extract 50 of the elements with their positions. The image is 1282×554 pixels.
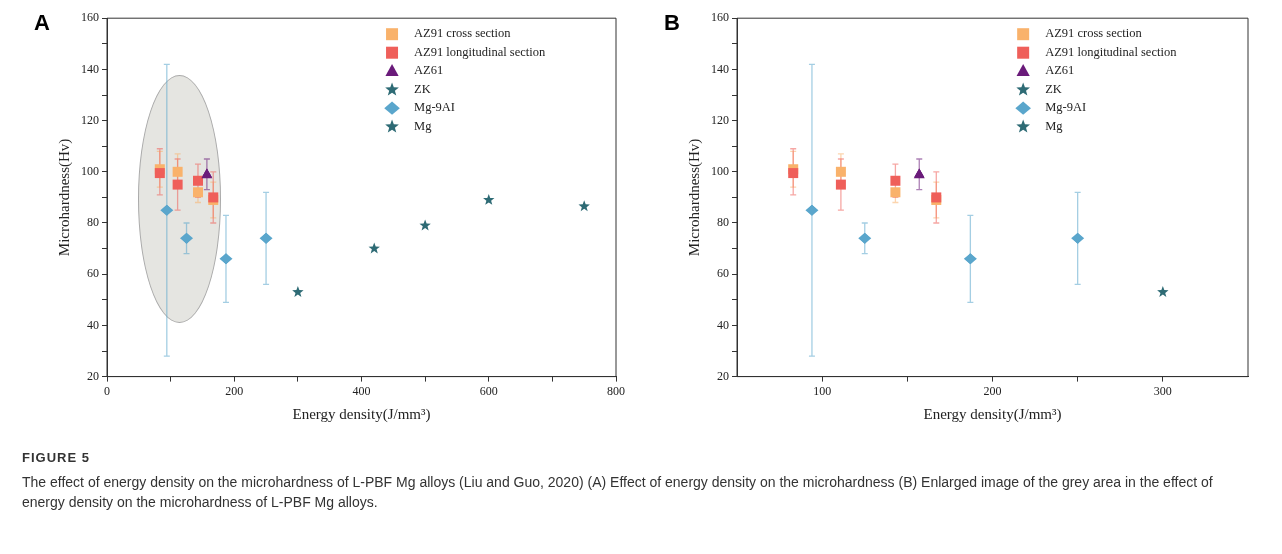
point [483,193,495,205]
chart-title: A [34,10,50,36]
y-axis-title: Microhardness(Hv) [55,138,73,257]
y-tick-label: 120 [81,112,99,127]
y-tick-label: 40 [87,317,99,332]
y-tick-label: 80 [87,215,99,230]
point [578,200,590,212]
x-tick-label: 800 [607,383,625,398]
point [368,242,380,254]
legend-label: AZ61 [414,63,444,78]
y-tick-label: 100 [81,163,99,178]
y-tick-label: 140 [81,61,99,76]
y-tick-label: 160 [711,10,729,25]
y-tick-label: 120 [711,112,729,127]
y-axis-title: Microhardness(Hv) [685,138,703,257]
point [419,219,431,231]
x-tick-label: 200 [983,383,1002,398]
y-tick-label: 60 [717,266,729,281]
y-tick-label: 140 [711,61,729,76]
legend-label: ZK [414,81,431,96]
y-tick-label: 60 [87,266,99,281]
legend-label: AZ91 longitudinal section [414,44,547,59]
x-axis-title: Energy density(J/mm³) [292,405,431,423]
point [1157,286,1169,297]
chart-title: B [664,10,680,36]
text: The effect of energy density on the microhardness of L-PBF Mg alloys (Liu and Guo, 2020) (A) Effect of energy density on the microhardness (B) Enlarged image of the grey area in the effect of energy density on the microhardness of L-PBF Mg alloys. [22,473,1214,512]
legend-label: Mg [1045,118,1064,133]
x-tick-label: 300 [1153,383,1172,398]
caption: FIGURE 5 [22,449,91,467]
legend-label: AZ91 cross section [414,26,512,41]
legend-label: ZK [1045,81,1062,96]
y-tick-label: 40 [717,317,729,332]
x-tick-label: 600 [479,383,498,398]
legend-label: Mg-9AI [1045,100,1087,115]
x-tick-label: 200 [225,383,244,398]
legend-label: AZ61 [1045,63,1075,78]
x-tick-label: 100 [813,383,832,398]
x-tick-label: 400 [352,383,371,398]
y-tick-label: 20 [717,368,729,383]
y-tick-label: 100 [711,163,729,178]
legend-label: Mg-9AI [414,100,456,115]
y-tick-label: 160 [81,10,99,25]
x-tick-label: 0 [104,383,110,398]
point [292,286,304,297]
y-tick-label: 80 [717,215,729,230]
y-tick-label: 20 [87,368,99,383]
legend-label: AZ91 cross section [1045,26,1143,41]
legend-label: AZ91 longitudinal section [1045,44,1178,59]
x-axis-title: Energy density(J/mm³) [923,405,1062,423]
legend-label: Mg [414,118,433,133]
